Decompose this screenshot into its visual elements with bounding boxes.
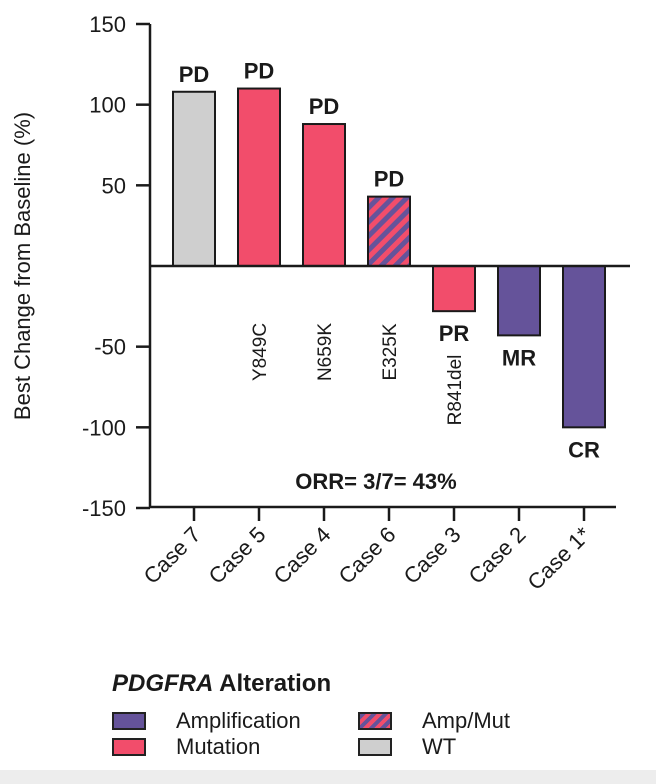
response-label: PR (439, 321, 470, 346)
y-tick-label: 150 (89, 12, 126, 37)
bar-case-4 (302, 123, 346, 267)
x-tick-label: Case 7 (139, 522, 206, 589)
bottom-strip (0, 770, 656, 784)
legend-title-rest: Alteration (213, 670, 332, 697)
y-tick-label: 50 (102, 173, 126, 198)
orr-annotation: ORR= 3/7= 43% (295, 469, 456, 494)
legend-label-mutation: Mutation (176, 734, 261, 759)
mutation-swatch (112, 738, 146, 756)
x-tick-label: Case 3 (399, 522, 466, 589)
bar-case-6 (367, 195, 411, 267)
bar-case-2 (497, 265, 541, 337)
legend-item-wt: WT (358, 734, 456, 760)
legend-label-ampmut: Amp/Mut (422, 708, 511, 733)
y-axis-label: Best Change from Baseline (%) (10, 112, 35, 420)
y-tick-label: -100 (82, 415, 126, 440)
legend-item-ampmut: Amp/Mut (358, 708, 510, 734)
response-label: MR (502, 345, 536, 370)
response-label: PD (179, 62, 210, 87)
bar-case-5 (237, 87, 281, 267)
ampmut-swatch (358, 712, 392, 730)
mutation-label: E325K (380, 323, 401, 380)
mutation-label: N659K (315, 323, 336, 381)
legend-title-gene: PDGFRA (112, 670, 214, 697)
legend-item-mutation: Mutation (112, 734, 260, 760)
y-tick-label: -50 (94, 335, 126, 360)
wt-swatch (358, 738, 392, 756)
response-label: PD (309, 94, 340, 119)
legend-label-wt: WT (422, 734, 457, 759)
mutation-label: R841del (445, 355, 466, 426)
y-tick-label: 100 (89, 93, 126, 118)
bar-case-1- (562, 265, 606, 429)
amplification-swatch (112, 712, 146, 730)
bar-case-7 (172, 90, 216, 268)
legend: PDGFRA Alteration Amplification Mutation… (112, 670, 572, 770)
x-tick-label: Case 5 (204, 522, 271, 589)
x-tick-label: Case 1* (523, 522, 596, 595)
legend-item-amplification: Amplification (112, 708, 301, 734)
legend-title: PDGFRA Alteration (112, 670, 331, 698)
legend-label-amplification: Amplification (176, 708, 301, 733)
response-label: PD (244, 59, 275, 84)
response-label: PD (374, 167, 405, 192)
mutation-label: Y849C (250, 323, 271, 381)
response-label: CR (568, 437, 600, 462)
bar-case-3 (432, 265, 476, 313)
x-tick-label: Case 2 (464, 522, 531, 589)
x-tick-label: Case 6 (334, 522, 401, 589)
x-tick-label: Case 4 (269, 522, 336, 589)
y-tick-label: -150 (82, 496, 126, 521)
